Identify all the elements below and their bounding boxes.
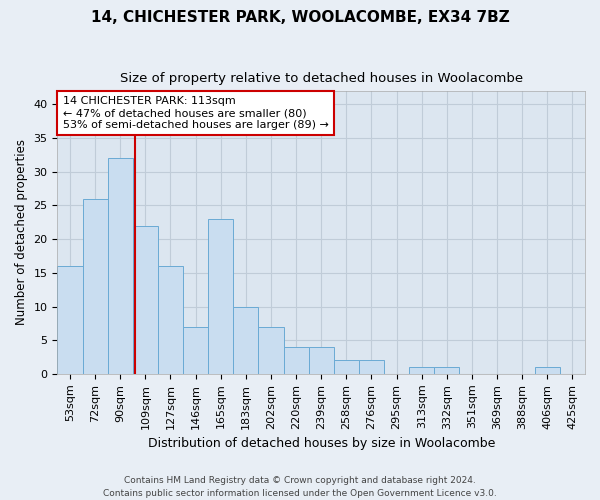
Bar <box>308 347 334 374</box>
Bar <box>83 198 107 374</box>
Bar <box>183 327 208 374</box>
Bar <box>409 367 434 374</box>
Bar <box>259 327 284 374</box>
Bar <box>233 306 259 374</box>
Bar <box>107 158 133 374</box>
Bar <box>208 219 233 374</box>
Text: 14, CHICHESTER PARK, WOOLACOMBE, EX34 7BZ: 14, CHICHESTER PARK, WOOLACOMBE, EX34 7B… <box>91 10 509 25</box>
Text: 14 CHICHESTER PARK: 113sqm
← 47% of detached houses are smaller (80)
53% of semi: 14 CHICHESTER PARK: 113sqm ← 47% of deta… <box>62 96 329 130</box>
Bar <box>434 367 460 374</box>
Bar <box>284 347 308 374</box>
Y-axis label: Number of detached properties: Number of detached properties <box>15 140 28 326</box>
X-axis label: Distribution of detached houses by size in Woolacombe: Distribution of detached houses by size … <box>148 437 495 450</box>
Bar <box>158 266 183 374</box>
Bar <box>359 360 384 374</box>
Bar <box>334 360 359 374</box>
Title: Size of property relative to detached houses in Woolacombe: Size of property relative to detached ho… <box>119 72 523 86</box>
Bar <box>535 367 560 374</box>
Bar <box>58 266 83 374</box>
Bar <box>133 226 158 374</box>
Text: Contains HM Land Registry data © Crown copyright and database right 2024.
Contai: Contains HM Land Registry data © Crown c… <box>103 476 497 498</box>
